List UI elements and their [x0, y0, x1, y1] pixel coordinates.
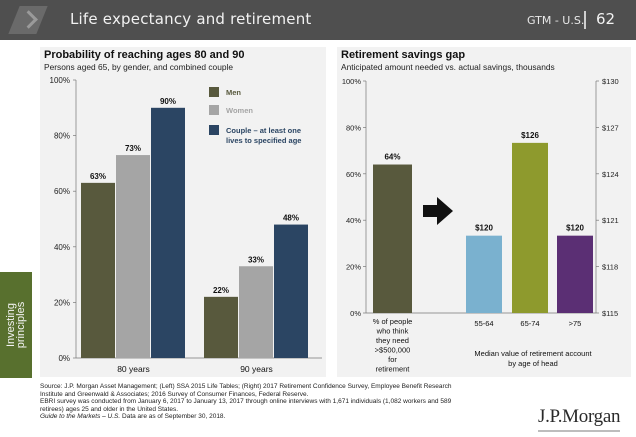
bar-value-label: 48%: [283, 214, 299, 223]
right-right-tick-label: $115: [602, 309, 618, 318]
right-left-category-label: who think: [376, 327, 409, 336]
source-line-3: EBRI survey was conducted from January 6…: [40, 398, 452, 406]
right-left-tick-label: 20%: [346, 263, 361, 272]
slide-title: Life expectancy and retirement: [70, 10, 312, 28]
left-y-tick-label: 80%: [54, 132, 70, 141]
left-chart-title: Probability of reaching ages 80 and 90: [44, 49, 245, 61]
right-x-axis-title: Median value of retirement account: [474, 349, 592, 358]
bar-value-label: $120: [475, 224, 493, 233]
right-left-category-label: >$500,000: [375, 346, 411, 355]
page-number: 62: [596, 10, 616, 28]
arrow-right-icon: [423, 197, 453, 225]
bar-women-0: [116, 155, 150, 358]
right-right-tick-label: $130: [602, 77, 619, 86]
right-x-category-label: 55-64: [474, 319, 493, 328]
left-y-tick-label: 0%: [58, 354, 70, 363]
right-right-tick-label: $118: [602, 263, 618, 272]
source-notes: Source: J.P. Morgan Asset Management; (L…: [40, 383, 510, 421]
right-x-axis-title: by age of head: [508, 359, 558, 368]
bar-women-1: [239, 266, 273, 358]
right-left-category-label: retirement: [376, 365, 411, 374]
bar-age_75_plus: [557, 235, 593, 313]
right-left-category-label: for: [388, 355, 397, 364]
left-y-tick-label: 20%: [54, 298, 70, 307]
legend-label-couple: Couple – at least one: [226, 126, 301, 135]
bar-value-label: 73%: [125, 144, 141, 153]
header-divider: [584, 11, 586, 29]
jpmorgan-logo: J.P.Morgan: [538, 406, 621, 427]
logo-underline: [538, 430, 620, 432]
right-x-category-label: >75: [569, 319, 582, 328]
source-line-4: retirees) ages 25 and older in the Unite…: [40, 405, 179, 413]
bar-couple-1: [274, 224, 308, 358]
left-x-category-label: 80 years: [117, 364, 150, 374]
left-x-category-label: 90 years: [240, 364, 273, 374]
right-left-category-label: they need: [376, 336, 409, 345]
side-tab[interactable]: Investing principles: [0, 272, 32, 378]
source-line-2: Institute and Greenwald & Associates; 20…: [40, 390, 309, 398]
bar-value-label: 33%: [248, 255, 264, 264]
bar-men-1: [204, 296, 238, 358]
right-left-tick-label: 0%: [350, 309, 361, 318]
bar-age_65_74: [512, 142, 548, 313]
section-label: GTM - U.S.: [527, 14, 585, 27]
right-left-tick-label: 100%: [342, 77, 362, 86]
bar-value-label: $126: [521, 131, 539, 140]
left-chart-subtitle: Persons aged 65, by gender, and combined…: [44, 62, 234, 72]
bar-value-label: 64%: [384, 153, 400, 162]
left-y-tick-label: 40%: [54, 243, 70, 252]
source-line-5: Guide to the Markets – U.S. Data are as …: [40, 413, 510, 421]
legend-label-men: Men: [226, 88, 241, 97]
right-left-category-label: % of people: [373, 317, 413, 326]
legend-label-couple: lives to specified age: [226, 136, 301, 145]
bar-value-label: $120: [566, 224, 584, 233]
bar-value-label: 22%: [213, 286, 229, 295]
right-chart-title: Retirement savings gap: [341, 49, 466, 61]
bar-percent-think: [373, 164, 412, 313]
source-line-1: Source: J.P. Morgan Asset Management; (L…: [40, 383, 452, 390]
right-chart-svg: 0% 20% 40% 60% 80% 100% $115 $118 $121 $124 $127 $1…: [342, 77, 619, 374]
legend-swatch-women: [209, 105, 219, 115]
legend-swatch-couple: [209, 125, 219, 135]
right-chart-panel: Retirement savings gap Anticipated amoun…: [337, 47, 631, 377]
bar-men-0: [81, 182, 115, 358]
left-chart-svg: 0% 20% 40% 60% 80% 100% 63% 73% 90% 80 years 22% 33…: [50, 76, 322, 374]
guide-date: Data are as of September 30, 2018.: [120, 413, 226, 421]
right-x-category-label: 65-74: [520, 319, 539, 328]
right-right-tick-label: $121: [602, 216, 619, 225]
side-tab-label: Investing principles: [5, 273, 27, 377]
chevron-right-icon: [8, 6, 48, 34]
bar-value-label: 90%: [160, 97, 176, 106]
guide-title: Guide to the Markets – U.S.: [40, 413, 121, 421]
right-right-tick-label: $127: [602, 123, 619, 132]
right-right-tick-label: $124: [602, 170, 619, 179]
bar-value-label: 63%: [90, 172, 106, 181]
right-left-tick-label: 80%: [346, 123, 361, 132]
left-y-tick-label: 60%: [54, 187, 70, 196]
right-left-tick-label: 40%: [346, 216, 361, 225]
right-chart-subtitle: Anticipated amount needed vs. actual sav…: [341, 62, 555, 72]
legend-label-women: Women: [226, 106, 253, 115]
slide-header: Life expectancy and retirement GTM - U.S…: [0, 0, 636, 40]
left-y-tick-label: 100%: [50, 76, 70, 85]
side-tab-line-2: principles: [15, 301, 27, 349]
bar-couple-0: [151, 107, 185, 358]
legend-swatch-men: [209, 87, 219, 97]
left-chart-panel: Probability of reaching ages 80 and 90 P…: [40, 47, 326, 377]
bar-age_55_64: [466, 235, 502, 313]
right-left-tick-label: 60%: [346, 170, 361, 179]
